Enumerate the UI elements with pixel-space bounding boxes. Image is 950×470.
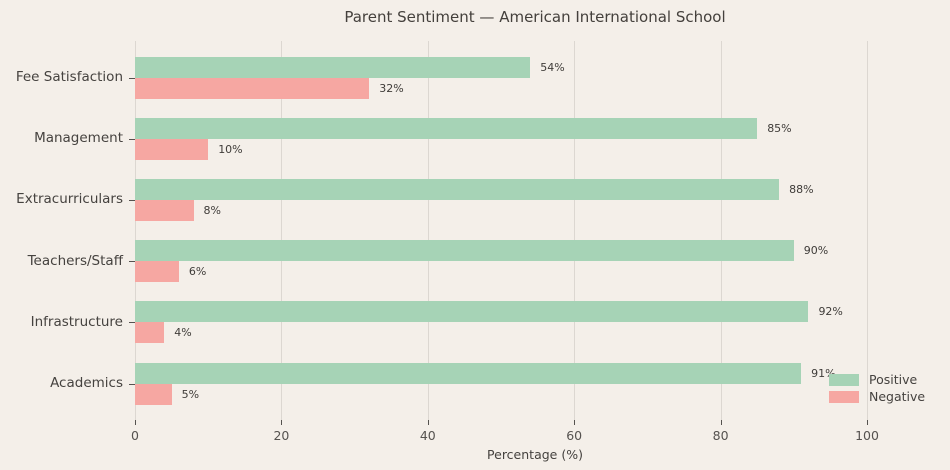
x-axis-label: Percentage (%) [487, 447, 583, 462]
value-label: 10% [218, 142, 243, 156]
x-tick-mark [427, 420, 429, 425]
x-tick-label: 100 [855, 428, 879, 443]
y-tick-mark [129, 383, 135, 385]
x-tick-mark [574, 420, 576, 425]
value-label: 54% [540, 60, 565, 74]
plot-area: 54% 32% 85% 10% 88% 8% 90% 6% 92% 4% 91% 5% [135, 41, 935, 420]
legend-swatch-positive-icon [829, 373, 859, 386]
x-tick-label: 0 [131, 428, 139, 443]
category-label: Extracurriculars [16, 191, 123, 208]
value-label: 8% [203, 203, 221, 217]
bar-negative [135, 383, 172, 405]
y-tick-mark [129, 199, 135, 201]
value-label: 32% [379, 81, 404, 95]
legend-swatch-negative-icon [829, 390, 859, 403]
category-label: Academics [50, 375, 123, 391]
value-label: 88% [789, 182, 814, 196]
gridline [867, 41, 868, 420]
bar-negative [135, 77, 370, 99]
legend-item-negative: Negative [829, 388, 925, 405]
x-tick-mark [281, 420, 283, 425]
bar-positive [135, 117, 758, 139]
bar-positive [135, 362, 802, 384]
category-label: Teachers/Staff [27, 252, 123, 269]
bar-negative [135, 138, 209, 160]
x-tick-label: 40 [419, 428, 436, 443]
bar-positive [135, 178, 780, 200]
x-tick-label: 60 [566, 428, 583, 443]
chart-title: Parent Sentiment — American Internationa… [344, 8, 726, 26]
value-label: 90% [803, 244, 829, 258]
bar-positive [135, 240, 794, 262]
value-label: 6% [188, 265, 207, 279]
value-label: 85% [767, 121, 792, 135]
x-tick-mark [867, 420, 868, 425]
bar-positive [135, 301, 809, 323]
y-tick-mark [129, 261, 135, 263]
gridline [427, 41, 429, 420]
bar-negative [135, 261, 179, 283]
gridline [281, 41, 283, 420]
x-tick-mark [135, 420, 136, 425]
value-label: 4% [174, 326, 192, 340]
gridline [135, 41, 136, 420]
bar-negative [135, 322, 165, 344]
category-label: Infrastructure [30, 313, 123, 330]
category-label: Fee Satisfaction [15, 69, 123, 85]
x-tick-label: 20 [273, 428, 290, 443]
legend-label-negative: Negative [869, 389, 926, 404]
y-tick-mark [129, 138, 135, 140]
category-label: Management [34, 130, 123, 147]
legend-item-positive: Positive [829, 371, 925, 388]
x-tick-mark [720, 420, 722, 425]
legend-label-positive: Positive [869, 372, 918, 387]
gridline [574, 41, 576, 420]
legend: Positive Negative [829, 371, 925, 405]
x-tick-label: 80 [712, 428, 729, 443]
gridline [720, 41, 722, 420]
bar-negative [135, 199, 194, 221]
y-tick-mark [129, 77, 135, 79]
value-label: 92% [818, 305, 843, 319]
value-label: 5% [181, 387, 200, 401]
bar-positive [135, 56, 531, 78]
y-tick-mark [129, 322, 135, 324]
